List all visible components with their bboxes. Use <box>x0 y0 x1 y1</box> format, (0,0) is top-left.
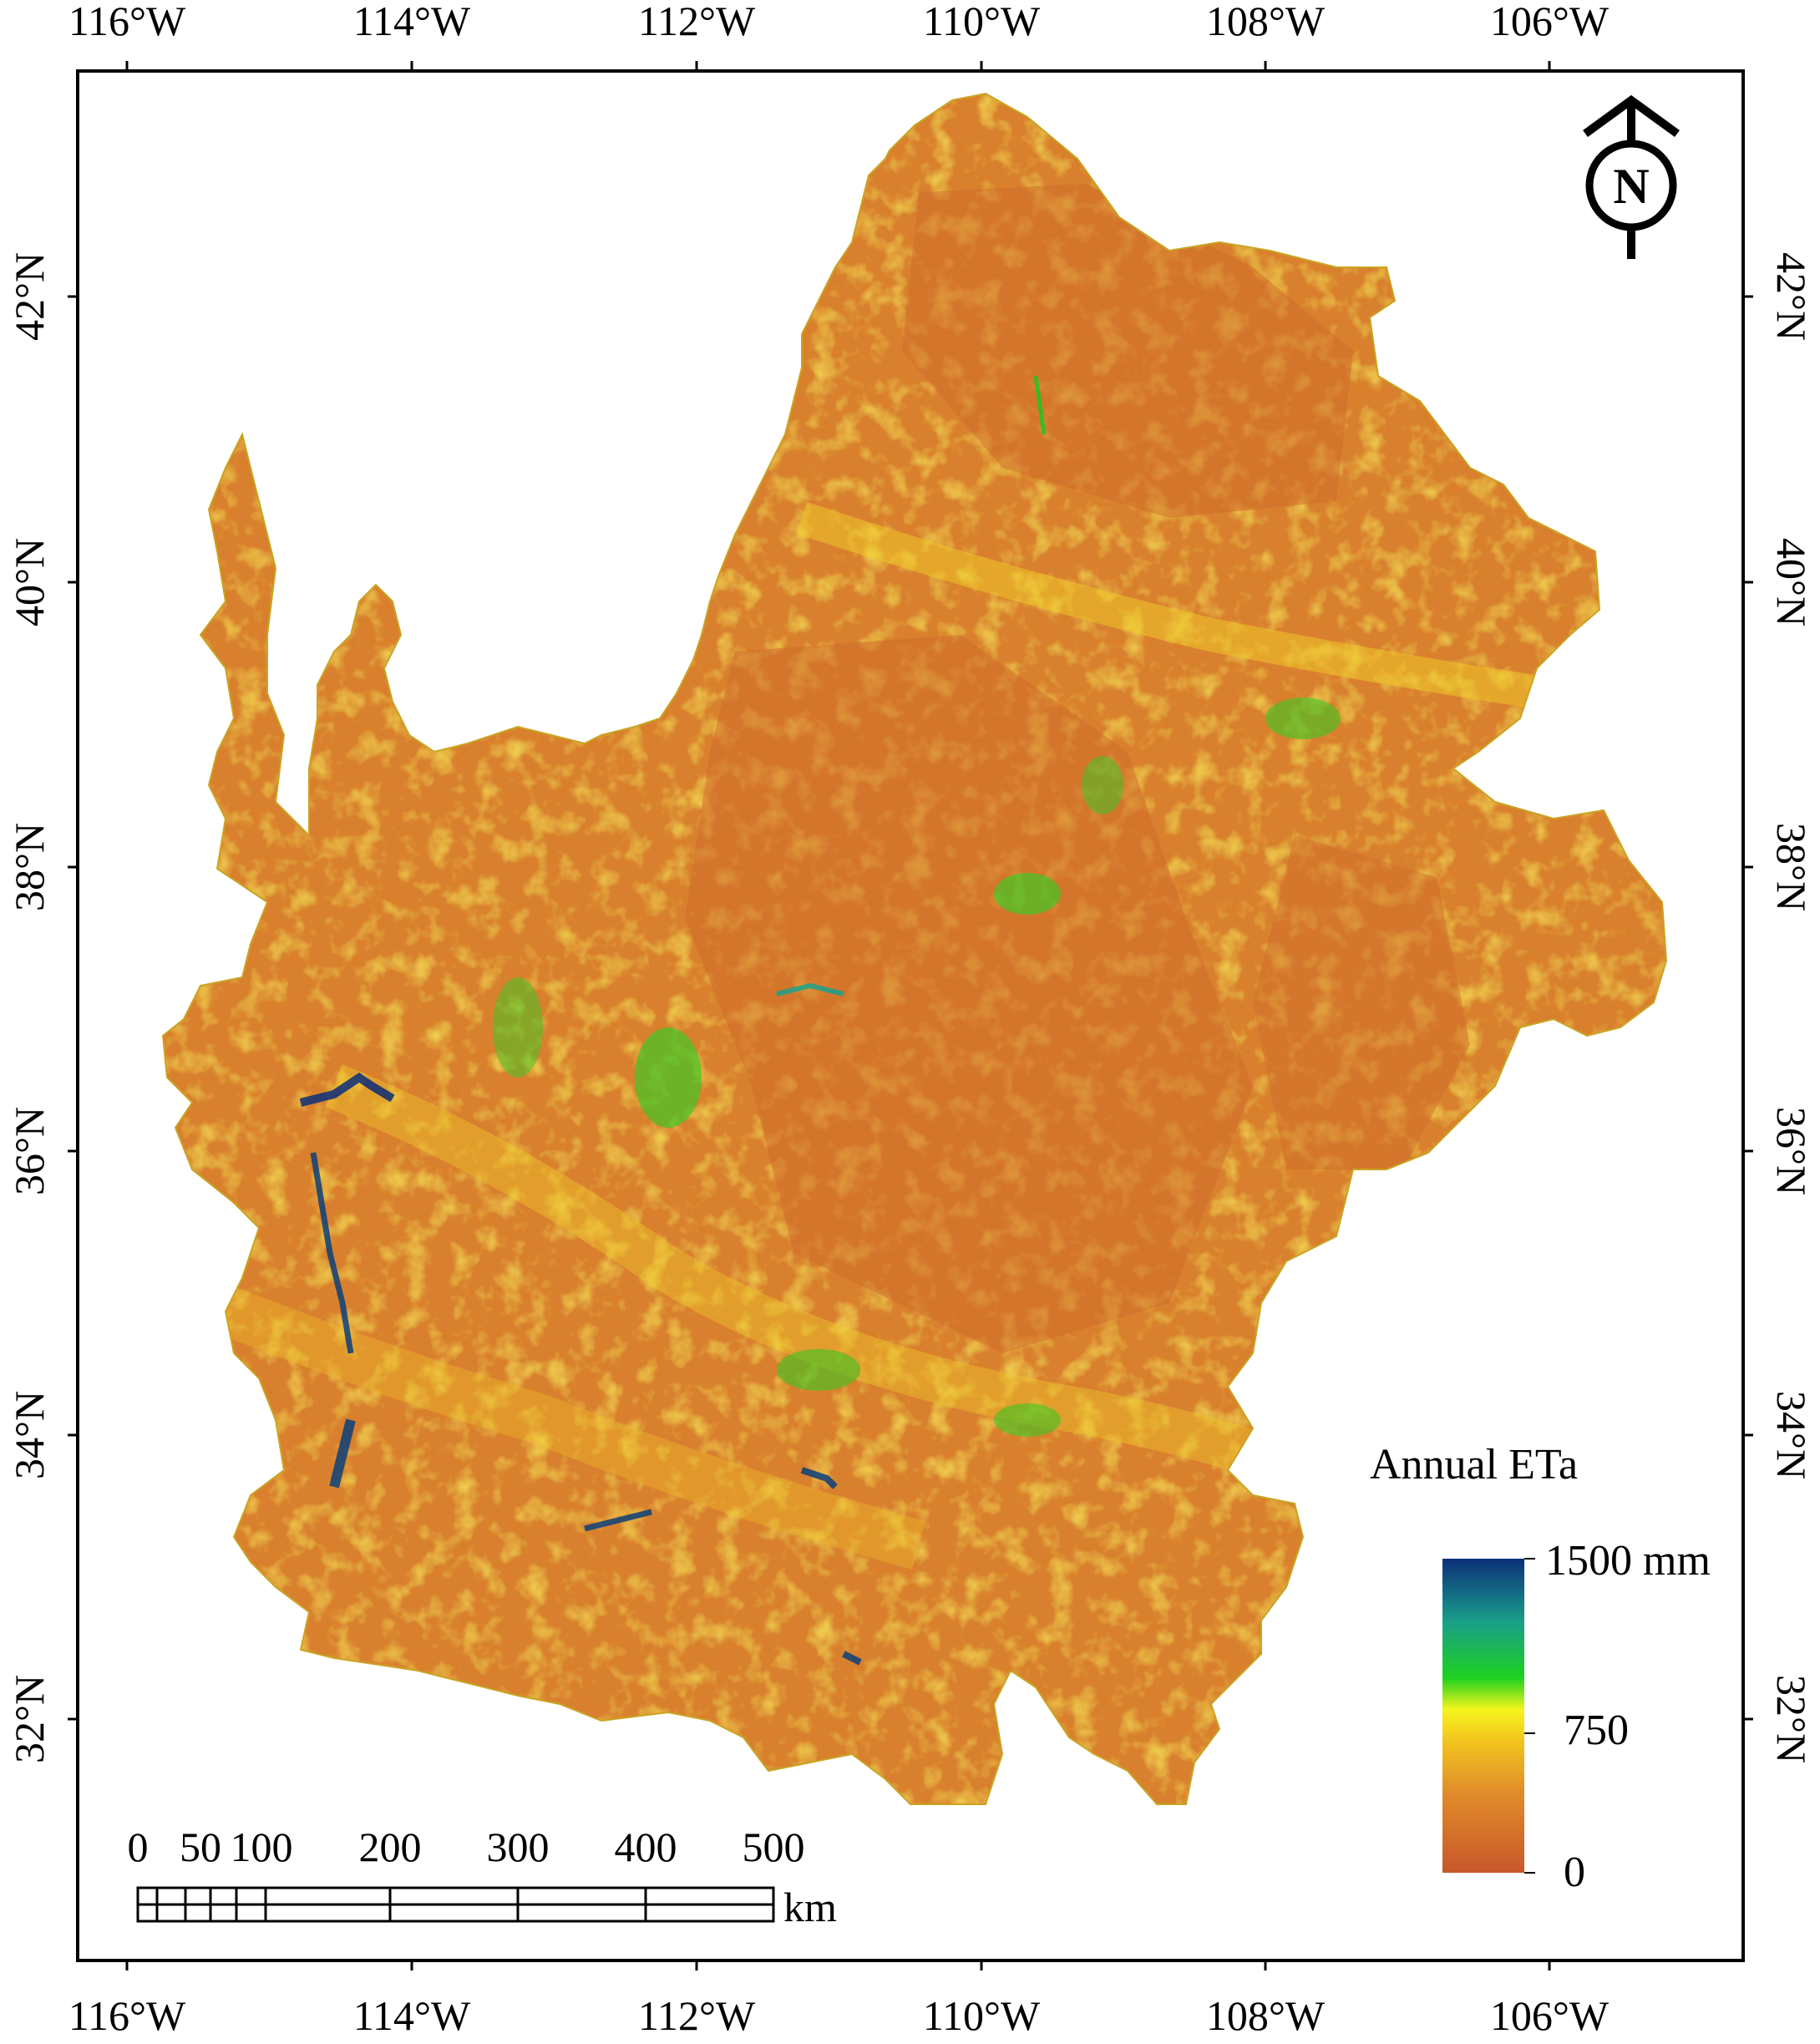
lon-label-bottom: 108°W <box>1206 1992 1326 2039</box>
latitude-labels-right: 42°N 40°N 38°N 36°N 34°N 32°N <box>1743 252 1815 1763</box>
lon-label-bottom: 110°W <box>923 1992 1041 2039</box>
map-frame <box>76 69 1745 1962</box>
river <box>1033 375 1047 435</box>
scale-label-200: 200 <box>359 1823 422 1870</box>
scale-label-300: 300 <box>487 1823 550 1870</box>
lat-label-left: 34°N <box>6 1391 53 1479</box>
longitude-labels-bottom: 116°W 114°W 112°W 110°W 108°W 106°W <box>68 1960 1610 2039</box>
river <box>800 1467 838 1489</box>
river <box>776 982 844 997</box>
green-patch <box>1082 756 1123 814</box>
latitude-labels-left: 42°N 40°N 38°N 36°N 34°N 32°N <box>6 252 78 1763</box>
lon-label-top: 112°W <box>638 0 756 44</box>
legend-max-label: 1500 mm <box>1545 1537 1711 1585</box>
river <box>842 1651 862 1666</box>
river <box>310 1152 354 1354</box>
legend-title: Annual ETa <box>1370 1441 1578 1489</box>
lon-label-top: 106°W <box>1490 0 1610 44</box>
scale-unit: km <box>783 1884 837 1930</box>
lon-label-bottom: 114°W <box>353 1992 471 2039</box>
lat-label-left: 32°N <box>6 1675 53 1763</box>
lat-label-right: 40°N <box>1768 538 1815 626</box>
yellow-band-1 <box>796 502 1548 710</box>
green-patch <box>1265 697 1341 739</box>
green-patch <box>994 1403 1061 1437</box>
lat-label-left: 36°N <box>6 1107 53 1195</box>
low-eta-zone-east <box>1253 835 1470 1169</box>
green-patch <box>777 1349 860 1391</box>
lat-label-right: 34°N <box>1768 1391 1815 1479</box>
river <box>329 1418 356 1489</box>
legend-colorbar <box>1442 1559 1524 1873</box>
scale-bar: 0 50 100 200 300 400 500 km <box>128 1823 838 1930</box>
legend-min-label: 0 <box>1564 1849 1585 1896</box>
longitude-labels-top: 116°W 114°W 112°W 110°W 108°W 106°W <box>68 0 1610 71</box>
yellow-band-3 <box>199 1280 926 1570</box>
green-patch <box>635 1027 702 1128</box>
north-arrow-letter: N <box>1613 159 1649 214</box>
lon-label-bottom: 112°W <box>638 1992 756 2039</box>
lat-label-left: 40°N <box>6 538 53 626</box>
scale-label-50: 50 <box>180 1823 221 1870</box>
lat-label-right: 36°N <box>1768 1107 1815 1195</box>
low-eta-zone-north <box>902 184 1353 518</box>
study-region <box>162 93 1667 1805</box>
lat-label-right: 42°N <box>1768 252 1815 341</box>
green-patch <box>493 977 543 1078</box>
lat-label-left: 38°N <box>6 823 53 911</box>
north-arrow-icon: N <box>1583 94 1680 259</box>
lat-label-right: 38°N <box>1768 823 1815 911</box>
scale-label-400: 400 <box>615 1823 677 1870</box>
lon-label-bottom: 116°W <box>68 1992 186 2039</box>
lon-label-top: 116°W <box>68 0 186 44</box>
river <box>299 1072 395 1107</box>
lon-label-bottom: 106°W <box>1490 1992 1610 2039</box>
scale-label-100: 100 <box>231 1823 293 1870</box>
green-patch <box>994 873 1061 915</box>
lon-label-top: 114°W <box>353 0 471 44</box>
scale-label-500: 500 <box>743 1823 805 1870</box>
yellow-band-2 <box>325 1064 1311 1492</box>
legend-mid-label: 750 <box>1564 1707 1629 1754</box>
river <box>584 1509 652 1532</box>
legend: Annual ETa 1500 mm 750 0 <box>1370 1441 1711 1896</box>
scale-label-0: 0 <box>128 1823 149 1870</box>
lon-label-top: 108°W <box>1206 0 1326 44</box>
lat-label-right: 32°N <box>1768 1675 1815 1763</box>
lat-label-left: 42°N <box>6 252 53 341</box>
lon-label-top: 110°W <box>923 0 1041 44</box>
low-eta-zone-central <box>685 635 1253 1353</box>
